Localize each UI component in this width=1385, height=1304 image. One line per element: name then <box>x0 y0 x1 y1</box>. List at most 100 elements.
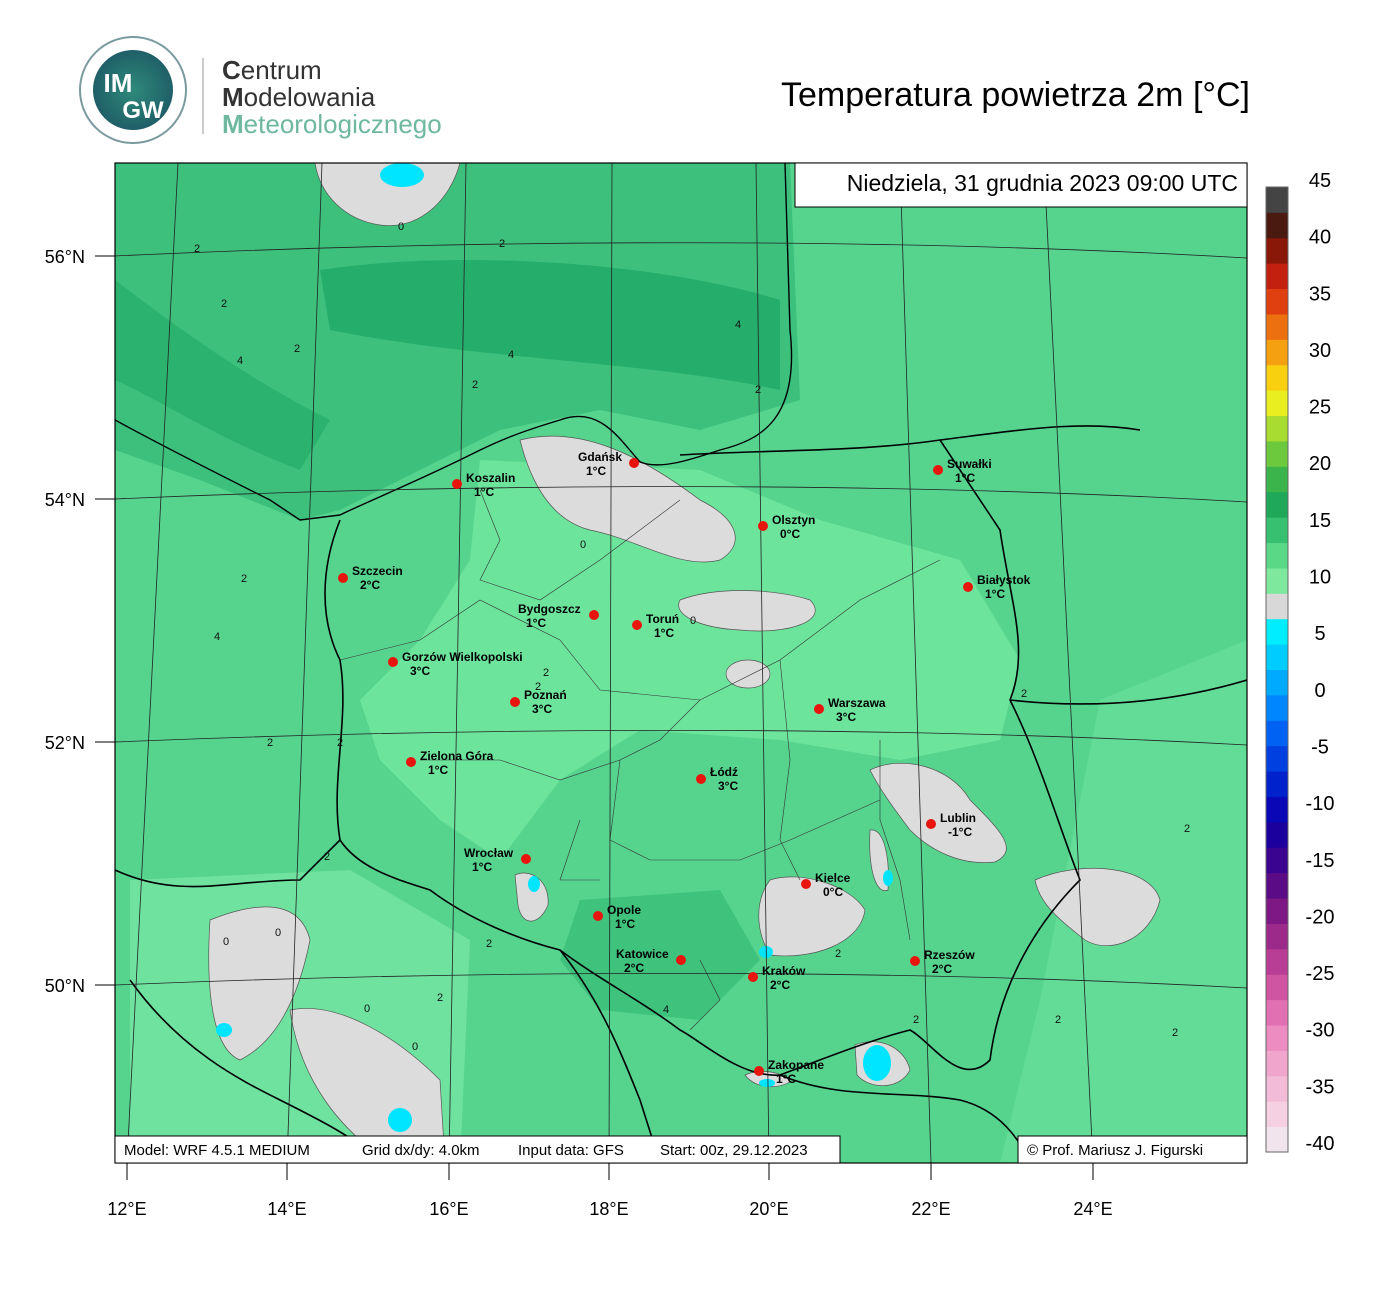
footer-grid: Grid dx/dy: 4.0km <box>362 1142 480 1159</box>
city-dot <box>910 956 920 966</box>
city-name: Opole <box>607 903 641 917</box>
contour-label: 2 <box>194 243 200 255</box>
colorbar-label: -40 <box>1306 1133 1335 1155</box>
below-zero <box>208 163 1161 1163</box>
city-temp: 1°C <box>428 763 448 777</box>
colorbar-swatch <box>1266 415 1288 442</box>
contour-label: 2 <box>535 681 541 693</box>
colorbar-swatch <box>1266 212 1288 239</box>
colorbar-label: -35 <box>1306 1076 1335 1098</box>
colorbar-label: 5 <box>1314 623 1325 645</box>
colorbar-swatch <box>1266 364 1288 391</box>
colorbar-label: 20 <box>1309 453 1331 475</box>
contour-label: 2 <box>437 992 443 1004</box>
city-temp: 1°C <box>586 464 606 478</box>
org-name: Meteorologicznego <box>222 109 442 139</box>
city-temp: 3°C <box>410 664 430 678</box>
city-dot <box>963 582 973 592</box>
colorbar-swatch <box>1266 796 1288 823</box>
city-dot <box>521 854 531 864</box>
lat-label: 56°N <box>45 247 85 267</box>
lon-label: 16°E <box>429 1199 468 1219</box>
city-dot <box>406 757 416 767</box>
colorbar-label: -30 <box>1306 1020 1335 1042</box>
colorbar-swatch <box>1266 923 1288 950</box>
city-temp: 2°C <box>770 978 790 992</box>
city-temp: 0°C <box>780 527 800 541</box>
colorbar-swatch <box>1266 745 1288 772</box>
colorbar-swatch <box>1266 618 1288 645</box>
colorbar-label: -25 <box>1306 963 1335 985</box>
colorbar-swatch <box>1266 593 1288 620</box>
city-name: Poznań <box>524 688 567 702</box>
colorbar-swatch <box>1266 313 1288 340</box>
colorbar-swatch <box>1266 542 1288 569</box>
city-dot <box>748 972 758 982</box>
colorbar-label: 0 <box>1314 680 1325 702</box>
contour-label: 4 <box>735 319 741 331</box>
contour-label: 2 <box>294 343 300 355</box>
colorbar-swatch <box>1266 694 1288 721</box>
footer-credit: © Prof. Mariusz J. Figurski <box>1027 1142 1203 1159</box>
colorbar-label: 10 <box>1309 567 1331 589</box>
colorbar-label: 35 <box>1309 283 1331 305</box>
colorbar-swatch <box>1266 872 1288 899</box>
warm-zone <box>115 280 330 470</box>
city-name: Łódź <box>710 765 738 779</box>
org-name: Centrum <box>222 55 322 85</box>
date: Niedziela, 31 grudnia 2023 09:00 UTC <box>847 170 1238 196</box>
lat-label: 50°N <box>45 976 85 996</box>
city-dot <box>593 911 603 921</box>
colorbar-swatch <box>1266 187 1288 213</box>
contour-label: 4 <box>237 355 243 367</box>
city-temp: 2°C <box>624 961 644 975</box>
city-name: Gorzów Wielkopolski <box>402 650 523 664</box>
contour-label: 2 <box>543 667 549 679</box>
footer-box <box>114 1135 841 1164</box>
contour-label: 2 <box>499 238 505 250</box>
city-dot <box>629 458 639 468</box>
colorbar-swatch <box>1266 1075 1288 1102</box>
city-name: Gdańsk <box>578 450 622 464</box>
contour-label: 2 <box>337 737 343 749</box>
city-name: Zakopane <box>768 1058 824 1072</box>
city-name: Warszawa <box>828 696 886 710</box>
city-name: Kraków <box>762 964 806 978</box>
colorbar-swatch <box>1266 821 1288 848</box>
city-name: Bydgoszcz <box>518 602 581 616</box>
city-name: Szczecin <box>352 564 403 578</box>
city-temp: 3°C <box>836 710 856 724</box>
city-name: Rzeszów <box>924 948 975 962</box>
colorbar-swatch <box>1266 771 1288 797</box>
city-name: Lublin <box>940 811 976 825</box>
city-temp: 1°C <box>526 616 546 630</box>
colorbar-swatch <box>1266 669 1288 696</box>
city-temp: 2°C <box>360 578 380 592</box>
city-dot <box>589 610 599 620</box>
city-name: Katowice <box>616 947 669 961</box>
city-name: Zielona Góra <box>420 749 494 763</box>
colorbar-swatch <box>1266 517 1288 544</box>
logo-text: IM <box>104 68 133 98</box>
city-temp: 0°C <box>823 885 843 899</box>
city-temp: 3°C <box>532 702 552 716</box>
city-name: Suwałki <box>947 457 992 471</box>
city-dot <box>814 704 824 714</box>
city-temp: 3°C <box>718 779 738 793</box>
city-dot <box>676 955 686 965</box>
contour-label: 0 <box>275 927 281 939</box>
contour-label: 2 <box>1184 823 1190 835</box>
city-temp: 1°C <box>985 587 1005 601</box>
footer-start: Start: 00z, 29.12.2023 <box>660 1142 808 1159</box>
colorbar-swatch <box>1266 288 1288 315</box>
warm-zone <box>320 260 780 390</box>
city-temp: 1°C <box>474 485 494 499</box>
contour-label: 2 <box>1055 1014 1061 1026</box>
colorbar-swatch <box>1266 466 1288 493</box>
lon-label: 22°E <box>911 1199 950 1219</box>
cities: Gdańsk1°CKoszalin1°COlsztyn0°CSuwałki1°C… <box>338 450 1031 1086</box>
city-name: Białystok <box>977 573 1031 587</box>
city-temp: 1°C <box>654 626 674 640</box>
title: Temperatura powietrza 2m [°C] <box>781 76 1250 114</box>
colorbar-label: -15 <box>1306 850 1335 872</box>
